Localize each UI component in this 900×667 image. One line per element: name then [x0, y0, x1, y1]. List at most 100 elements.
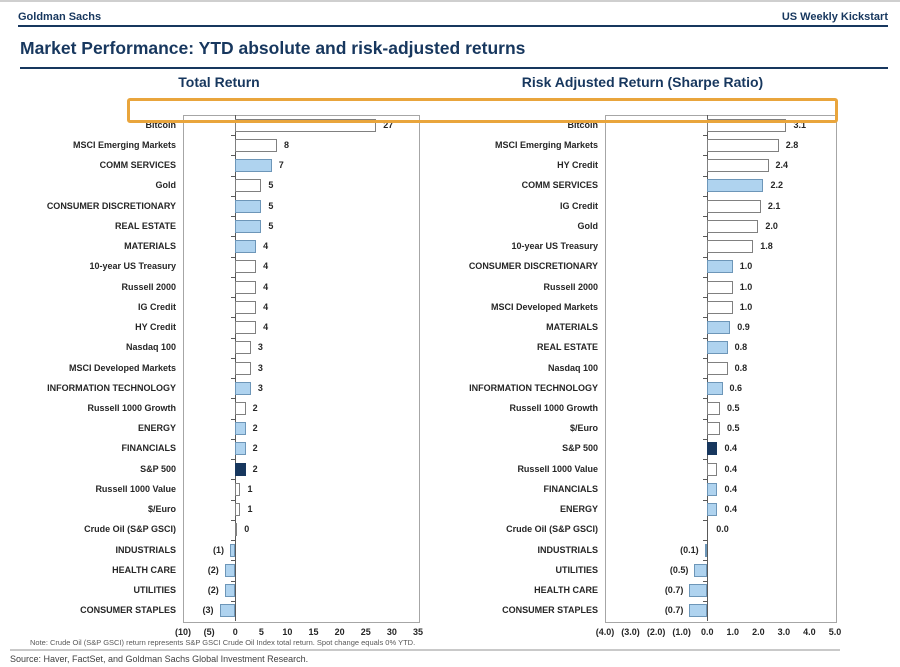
- report-header: Goldman Sachs US Weekly Kickstart: [18, 6, 888, 27]
- row-label: HY Credit: [557, 160, 598, 171]
- row-label: HEALTH CARE: [534, 585, 598, 596]
- value-label: 1.0: [739, 261, 753, 272]
- value-label: 4: [263, 322, 269, 333]
- x-axis-tick-label: 4.0: [803, 627, 816, 637]
- page-title: Market Performance: YTD absolute and ris…: [20, 38, 888, 69]
- x-axis-tick-label: 3.0: [777, 627, 791, 637]
- row-label: INFORMATION TECHNOLOGY: [47, 382, 176, 393]
- value-label: 0.0: [716, 524, 729, 535]
- value-label: 0: [244, 524, 250, 535]
- value-label: 2: [252, 443, 258, 454]
- value-label: (1): [213, 544, 224, 555]
- value-label: 1.0: [739, 281, 753, 292]
- zero-axis-tick: [703, 600, 708, 602]
- x-axis-tick-label: 25: [360, 627, 371, 637]
- zero-axis-tick: [231, 216, 236, 218]
- row-label: INFORMATION TECHNOLOGY: [469, 382, 598, 393]
- row-label: REAL ESTATE: [114, 220, 176, 231]
- value-label: 2.4: [775, 160, 789, 171]
- row-label: HY Credit: [135, 322, 176, 333]
- row-label: Russell 1000 Growth: [509, 402, 598, 413]
- zero-axis-tick: [703, 499, 708, 501]
- bar: [235, 300, 257, 314]
- sharpe-ratio-chart: Risk Adjusted Return (Sharpe Ratio) Bitc…: [450, 74, 841, 637]
- row-label: Russell 2000: [543, 281, 598, 292]
- bar: [235, 138, 277, 152]
- bar: [235, 260, 257, 274]
- zero-axis-tick: [703, 297, 708, 299]
- zero-axis-tick: [231, 580, 236, 582]
- value-label: 3: [257, 342, 263, 353]
- value-label: 2.0: [765, 220, 778, 231]
- row-label: MSCI Developed Markets: [490, 301, 598, 312]
- x-axis-tick-label: (4.0): [595, 627, 615, 637]
- bar: [235, 401, 246, 415]
- row-label: MATERIALS: [124, 241, 176, 252]
- bar: [235, 462, 246, 476]
- row-label: FINANCIALS: [121, 443, 177, 454]
- row-label: Gold: [577, 220, 599, 231]
- zero-axis-tick: [703, 519, 708, 521]
- row-label: HEALTH CARE: [112, 564, 176, 575]
- x-axis-tick-label: 20: [334, 627, 345, 637]
- value-label: 8: [284, 139, 290, 150]
- bar: [707, 219, 759, 233]
- bar: [235, 503, 241, 517]
- zero-axis-tick: [703, 560, 708, 562]
- zero-axis-tick: [231, 438, 236, 440]
- bar: [689, 584, 708, 598]
- value-label: 0.4: [724, 463, 737, 474]
- row-label: CONSUMER STAPLES: [502, 605, 598, 616]
- x-axis-tick-label: (1.0): [672, 627, 691, 637]
- bar: [224, 563, 236, 577]
- zero-axis-tick: [703, 398, 708, 400]
- bar: [707, 361, 728, 375]
- zero-axis-tick: [703, 216, 708, 218]
- zero-axis-tick: [703, 438, 708, 440]
- zero-axis-tick: [231, 459, 236, 461]
- brand-name: Goldman Sachs: [18, 11, 102, 23]
- zero-axis-tick: [703, 155, 708, 157]
- value-label: 4: [263, 281, 269, 292]
- zero-axis-tick: [231, 175, 236, 177]
- bar: [235, 240, 257, 254]
- row-label: Russell 1000 Value: [95, 483, 176, 494]
- zero-axis-tick: [703, 195, 708, 197]
- bar: [707, 199, 761, 213]
- x-axis-tick-label: (10): [174, 627, 192, 637]
- bar: [707, 179, 764, 193]
- value-label: (0.7): [664, 585, 684, 596]
- row-label: COMM SERVICES: [99, 160, 176, 171]
- zero-axis-tick: [231, 499, 236, 501]
- x-axis-tick-label: 1.0: [726, 627, 740, 637]
- x-axis-tick-label: 2.0: [752, 627, 765, 637]
- bar: [235, 523, 238, 537]
- x-axis-tick-label: 30: [386, 627, 397, 637]
- row-label: MATERIALS: [546, 322, 598, 333]
- value-label: 7: [278, 160, 284, 171]
- value-label: 5: [268, 200, 274, 211]
- zero-axis-tick: [703, 459, 708, 461]
- value-label: 1: [247, 483, 253, 494]
- total-return-chart: Total Return Bitcoin 27 MSCI Emerging Mark…: [20, 74, 423, 637]
- zero-axis-tick: [703, 580, 708, 582]
- bar: [694, 563, 708, 577]
- zero-axis-tick: [231, 276, 236, 278]
- value-label: 27: [383, 119, 394, 130]
- row-label: Nasdaq 100: [125, 342, 176, 353]
- x-axis-tick-label: 5.0: [828, 627, 842, 637]
- row-label: $/Euro: [147, 504, 176, 515]
- x-axis-tick-label: 0: [232, 627, 238, 637]
- zero-axis-tick: [231, 195, 236, 197]
- value-label: (0.5): [669, 564, 689, 575]
- row-label: FINANCIALS: [543, 483, 599, 494]
- bar: [235, 341, 251, 355]
- bar: [230, 543, 236, 557]
- row-label: IG Credit: [559, 200, 598, 211]
- row-label: Crude Oil (S&P GSCI): [84, 524, 176, 535]
- x-axis-tick-label: (2.0): [646, 627, 666, 637]
- zero-axis-tick: [231, 357, 236, 359]
- bar: [707, 138, 779, 152]
- zero-axis-tick: [231, 378, 236, 380]
